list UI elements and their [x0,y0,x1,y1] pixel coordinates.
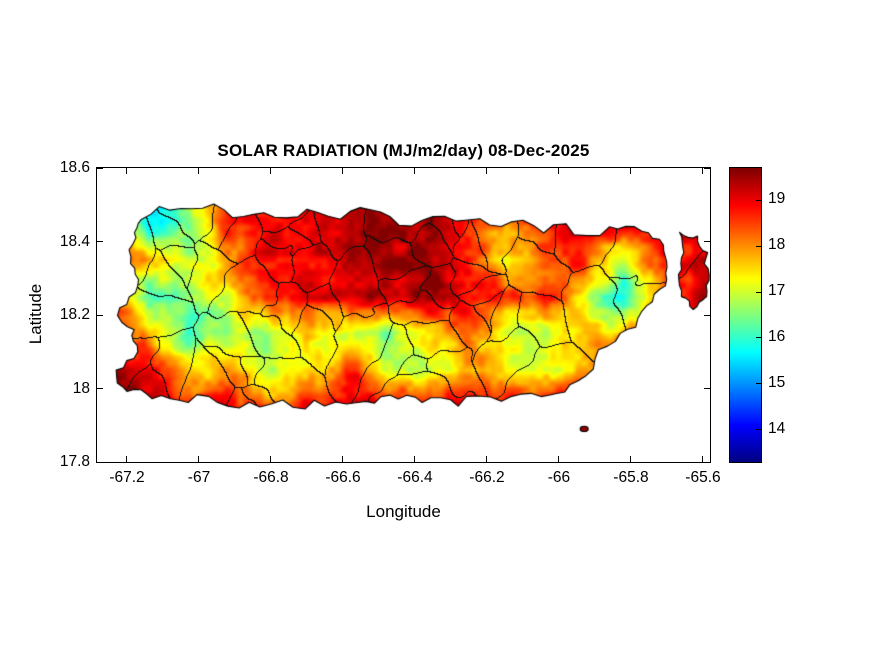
tick-mark [704,167,710,169]
tick-mark [126,456,128,462]
x-tick-label: -66.2 [469,469,505,486]
tick-mark [756,245,761,247]
x-tick-label: -67.2 [109,469,145,486]
tick-mark [704,388,710,389]
colorbar-tick-label: 18 [768,236,786,254]
tick-mark [342,168,344,174]
tick-mark [702,456,704,462]
tick-mark [756,291,761,293]
tick-mark [198,456,200,462]
colorbar [729,167,762,463]
tick-mark [126,168,128,174]
tick-mark [270,456,272,462]
tick-mark [756,429,761,431]
tick-mark [198,168,200,174]
tick-mark [702,168,704,174]
plot-area [96,167,711,463]
tick-mark [97,314,103,316]
tick-mark [630,456,632,462]
x-tick-label: -65.6 [685,469,721,486]
tick-mark [414,456,416,462]
tick-mark [486,168,488,174]
x-tick-label: -66.8 [253,469,289,486]
y-tick-label: 18.6 [59,159,90,176]
y-tick-label: 17.8 [59,453,90,470]
x-axis-label: Longitude [366,502,441,521]
tick-mark [756,337,761,339]
tick-mark [756,383,761,385]
tick-mark [414,168,416,174]
x-tick-label: -66.6 [325,469,361,486]
colorbar-tick-label: 19 [768,190,786,208]
tick-mark [630,168,632,174]
tick-mark [704,241,710,242]
tick-mark [342,456,344,462]
x-tick-label: -66.4 [397,469,433,486]
tick-mark [558,456,560,462]
tick-mark [97,241,103,242]
y-tick-label: 18.2 [59,306,90,323]
tick-mark [558,168,560,174]
tick-mark [97,388,103,389]
colorbar-tick-label: 16 [768,327,786,345]
tick-mark [97,461,103,463]
colorbar-tick-label: 15 [768,373,786,391]
tick-mark [756,199,761,201]
tick-mark [486,456,488,462]
x-tick-label: -66 [547,469,571,486]
x-tick-label: -65.8 [613,469,649,486]
chart-title: SOLAR RADIATION (MJ/m2/day) 08-Dec-2025 [217,141,590,160]
y-tick-label: 18.4 [59,232,90,250]
heatmap-canvas [97,168,710,462]
x-tick-label: -67 [187,469,211,486]
colorbar-tick-label: 14 [768,419,786,437]
tick-mark [704,461,710,463]
y-tick-label: 18 [72,379,90,397]
tick-mark [270,168,272,174]
colorbar-canvas [730,168,761,462]
tick-mark [704,314,710,316]
tick-mark [97,167,103,169]
colorbar-tick-label: 17 [768,282,786,300]
